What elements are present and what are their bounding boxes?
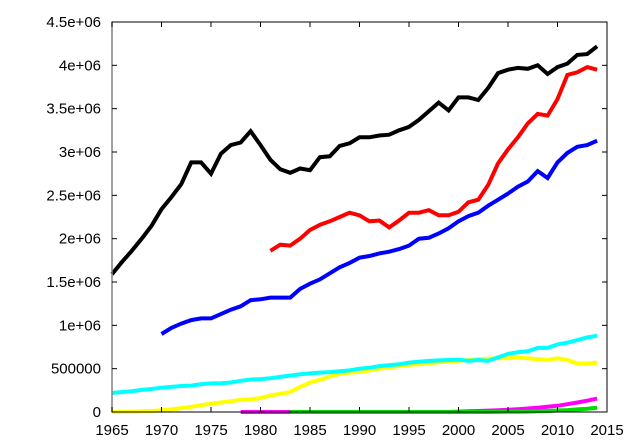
x-tick-label: 2015 — [590, 422, 623, 439]
x-tick-label: 2010 — [541, 422, 574, 439]
x-tick-label: 1985 — [293, 422, 326, 439]
series-line-yellow — [111, 355, 598, 414]
x-tick-label: 1965 — [95, 422, 128, 439]
y-tick-label: 2e+06 — [59, 231, 101, 248]
y-tick-label: 0 — [93, 404, 101, 421]
x-tick-label: 1980 — [244, 422, 277, 439]
series-line-red — [269, 64, 598, 253]
x-tick-label: 1975 — [194, 422, 227, 439]
series-layer — [110, 44, 599, 414]
x-tick-label: 2000 — [442, 422, 475, 439]
y-tick-label: 1.5e+06 — [46, 274, 101, 291]
y-tick-label: 500000 — [51, 361, 101, 378]
y-tick-label: 2.5e+06 — [46, 187, 101, 204]
series-line-blue — [160, 138, 598, 336]
x-axis: 1965 1970 1975 1980 1985 1990 1995 2000 2005 2010… — [95, 22, 624, 439]
y-tick-label: 1e+06 — [59, 317, 101, 334]
series-line-cyan — [111, 333, 598, 395]
y-axis: 0 500000 1e+06 1.5e+06 2e+06 2.5e+06 3e+06 3.5e… — [46, 14, 607, 421]
x-tick-label: 1970 — [145, 422, 178, 439]
y-tick-label: 4.5e+06 — [46, 14, 101, 31]
y-tick-label: 3e+06 — [59, 144, 101, 161]
x-tick-label: 1995 — [392, 422, 425, 439]
x-tick-label: 1990 — [343, 422, 376, 439]
x-tick-label: 2005 — [491, 422, 524, 439]
y-tick-label: 3.5e+06 — [46, 101, 101, 118]
y-tick-label: 4e+06 — [59, 57, 101, 74]
series-line-black — [110, 44, 599, 276]
